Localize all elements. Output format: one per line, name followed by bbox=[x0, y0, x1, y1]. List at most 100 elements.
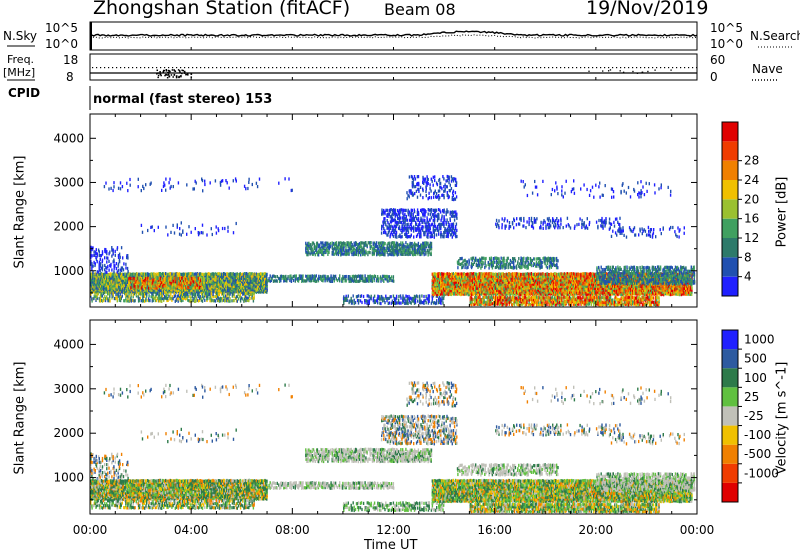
power-cell bbox=[259, 278, 262, 282]
power-cell bbox=[118, 278, 120, 282]
power-cell bbox=[462, 278, 464, 282]
power-cell bbox=[231, 294, 234, 298]
power-cell bbox=[432, 227, 435, 231]
nave-scatter-point bbox=[175, 76, 178, 79]
power-cell bbox=[454, 183, 457, 187]
power-cell bbox=[485, 284, 487, 288]
nave-point bbox=[200, 67, 202, 69]
power-cell bbox=[105, 282, 107, 286]
power-cell bbox=[460, 286, 462, 290]
power-cell bbox=[484, 278, 486, 282]
power-cell bbox=[218, 278, 220, 282]
power-cell bbox=[128, 294, 130, 298]
power-cell bbox=[398, 208, 401, 212]
power-cell bbox=[107, 297, 109, 301]
power-cell bbox=[431, 233, 433, 237]
power-cell bbox=[203, 282, 205, 286]
power-cell bbox=[371, 277, 374, 281]
nave-point bbox=[148, 67, 150, 69]
power-cell bbox=[440, 297, 442, 301]
power-cell bbox=[442, 284, 444, 288]
power-cell bbox=[119, 286, 121, 290]
power-cell bbox=[113, 272, 115, 276]
power-cell bbox=[215, 286, 217, 290]
power-cell bbox=[289, 276, 291, 280]
power-cell bbox=[352, 274, 355, 278]
power-cell bbox=[182, 288, 185, 292]
power-cell bbox=[341, 249, 343, 253]
power-cell bbox=[468, 272, 470, 276]
power-cell bbox=[407, 227, 409, 231]
power-cell bbox=[405, 218, 407, 222]
power-cell bbox=[399, 216, 401, 220]
power-cell bbox=[239, 278, 242, 283]
power-cell bbox=[238, 290, 241, 294]
power-cell bbox=[311, 243, 313, 247]
power-cell bbox=[381, 208, 383, 212]
power-cell bbox=[162, 288, 165, 292]
power-cell bbox=[345, 245, 347, 249]
power-cell bbox=[115, 276, 117, 280]
power-cell bbox=[498, 278, 500, 282]
nave-scatter-point bbox=[654, 69, 656, 71]
power-cell bbox=[91, 297, 93, 301]
power-cell bbox=[112, 282, 114, 286]
nave-scatter-point bbox=[167, 71, 169, 74]
power-cell bbox=[447, 278, 449, 282]
power-cell bbox=[200, 272, 203, 276]
power-cell bbox=[399, 294, 402, 298]
power-cell bbox=[345, 243, 347, 247]
power-cell bbox=[481, 292, 483, 296]
power-cell bbox=[119, 292, 121, 296]
power-cell bbox=[158, 292, 160, 296]
power-cell bbox=[186, 272, 188, 276]
power-cell bbox=[447, 272, 450, 276]
power-cell bbox=[496, 292, 499, 296]
power-cell bbox=[186, 282, 188, 286]
power-cell bbox=[203, 292, 206, 296]
power-cell bbox=[258, 290, 261, 294]
power-cell bbox=[450, 276, 453, 280]
power-cell bbox=[404, 297, 406, 301]
power-cell bbox=[422, 214, 424, 218]
power-cell bbox=[182, 282, 184, 286]
power-cell bbox=[142, 299, 144, 303]
power-cell bbox=[416, 208, 419, 212]
power-cell bbox=[353, 241, 355, 245]
nave-point bbox=[324, 67, 326, 69]
power-cell bbox=[395, 243, 397, 247]
power-cell bbox=[108, 273, 110, 277]
power-cell bbox=[117, 292, 119, 296]
power-cell bbox=[448, 222, 450, 226]
power-cell bbox=[308, 243, 310, 247]
power-cell bbox=[436, 274, 438, 278]
power-cell bbox=[432, 229, 435, 233]
power-cell bbox=[117, 280, 119, 284]
power-cell bbox=[225, 284, 227, 288]
power-cell bbox=[426, 297, 428, 301]
power-cell bbox=[463, 288, 465, 292]
power-cell bbox=[353, 250, 355, 254]
power-cell bbox=[254, 290, 256, 294]
power-cell bbox=[468, 278, 470, 282]
power-cell bbox=[213, 272, 215, 276]
power-cell bbox=[259, 284, 262, 288]
power-cell bbox=[410, 221, 413, 225]
power-cell bbox=[141, 294, 144, 298]
power-cell bbox=[198, 294, 201, 298]
power-cell bbox=[475, 272, 478, 276]
power-cell bbox=[432, 183, 434, 187]
power-cell bbox=[404, 245, 406, 249]
power-cell bbox=[237, 278, 240, 282]
power-cell bbox=[372, 246, 374, 250]
power-cell bbox=[400, 249, 402, 253]
power-cell bbox=[251, 288, 253, 292]
power-cell bbox=[155, 281, 157, 286]
power-cell bbox=[167, 272, 169, 276]
power-cell bbox=[482, 272, 484, 276]
power-cell bbox=[139, 284, 141, 288]
power-cell bbox=[440, 226, 442, 231]
power-cell bbox=[221, 292, 223, 296]
nave-point bbox=[344, 67, 346, 69]
power-cell bbox=[383, 221, 385, 225]
